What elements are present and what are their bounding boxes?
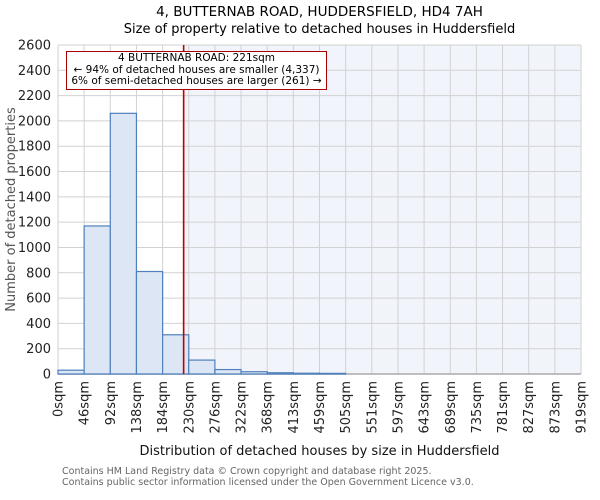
x-tick-label: 138sqm xyxy=(130,381,145,434)
histogram-bar xyxy=(214,368,242,375)
x-tick-label: 505sqm xyxy=(339,381,354,434)
x-tick-label: 919sqm xyxy=(575,381,590,434)
y-tick-label: 1800 xyxy=(18,140,51,155)
x-tick-label: 322sqm xyxy=(235,381,250,434)
footer-line-1: Contains HM Land Registry data © Crown c… xyxy=(62,466,432,477)
x-tick-label: 368sqm xyxy=(261,381,276,434)
chart-titles: 4, BUTTERNAB ROAD, HUDDERSFIELD, HD4 7AH… xyxy=(38,4,600,38)
histogram-bar xyxy=(162,334,190,375)
x-tick-label: 46sqm xyxy=(78,381,93,425)
histogram-bar xyxy=(83,225,111,375)
x-tick-label: 413sqm xyxy=(287,381,302,434)
footer: Contains HM Land Registry data © Crown c… xyxy=(62,466,592,488)
histogram-plot: 0 200 400 600 800 1000 1200 1400 1600 1800 2000 220… xyxy=(4,39,590,434)
page-title: 4, BUTTERNAB ROAD, HUDDERSFIELD, HD4 7AH xyxy=(156,4,483,20)
y-tick-label: 1400 xyxy=(18,190,51,205)
histogram-bar xyxy=(109,112,138,375)
x-tick-label: 643sqm xyxy=(418,381,433,434)
histogram-bar xyxy=(135,270,164,375)
y-axis-title: Number of detached properties xyxy=(4,107,19,312)
y-tick-label: 200 xyxy=(26,342,51,357)
x-tick-label: 92sqm xyxy=(104,381,119,425)
larger-houses-shaded-region xyxy=(183,45,581,374)
x-tick-label: 459sqm xyxy=(313,381,328,434)
page-subtitle: Size of property relative to detached ho… xyxy=(123,22,516,37)
y-tick-label: 2200 xyxy=(18,89,51,104)
histogram-bar xyxy=(292,372,321,375)
y-tick-label: 2600 xyxy=(18,39,51,54)
y-tick-label: 1600 xyxy=(18,165,51,180)
y-tick-label: 600 xyxy=(26,292,51,307)
x-tick-label: 184sqm xyxy=(156,381,171,434)
x-tick-label: 276sqm xyxy=(208,381,223,434)
y-tick-label: 1000 xyxy=(18,241,51,256)
x-tick-label: 873sqm xyxy=(548,381,563,434)
y-tick-label: 2000 xyxy=(18,114,51,129)
y-tick-label: 1200 xyxy=(18,216,51,231)
y-tick-label: 800 xyxy=(26,266,51,281)
x-tick-label: 230sqm xyxy=(182,381,197,434)
annotation-box: 4 BUTTERNAB ROAD: 221sqm ← 94% of detach… xyxy=(66,51,327,90)
x-tick-label: 551sqm xyxy=(365,381,380,434)
footer-line-2: Contains public sector information licen… xyxy=(62,476,474,488)
histogram-bar xyxy=(266,372,294,375)
x-tick-label: 827sqm xyxy=(522,381,537,434)
histogram-bar xyxy=(188,359,216,375)
annotation-larger-stat: 6% of semi-detached houses are larger (2… xyxy=(71,75,322,88)
y-tick-label: 400 xyxy=(26,317,51,332)
x-tick-label: 597sqm xyxy=(391,381,406,434)
annotation-property-size: 4 BUTTERNAB ROAD: 221sqm xyxy=(118,51,275,64)
histogram-bar xyxy=(240,371,268,375)
histogram-bar xyxy=(57,369,85,375)
x-axis-title: Distribution of detached houses by size … xyxy=(139,444,500,459)
x-tick-label: 0sqm xyxy=(52,381,67,417)
x-tick-label: 781sqm xyxy=(496,381,511,434)
x-tick-label: 735sqm xyxy=(470,381,485,434)
annotation-smaller-stat: ← 94% of detached houses are smaller (4,… xyxy=(73,63,320,76)
y-tick-label: 2400 xyxy=(18,64,51,79)
histogram-bar xyxy=(318,372,347,375)
y-tick-label: 0 xyxy=(43,368,51,383)
x-tick-label: 689sqm xyxy=(444,381,459,434)
